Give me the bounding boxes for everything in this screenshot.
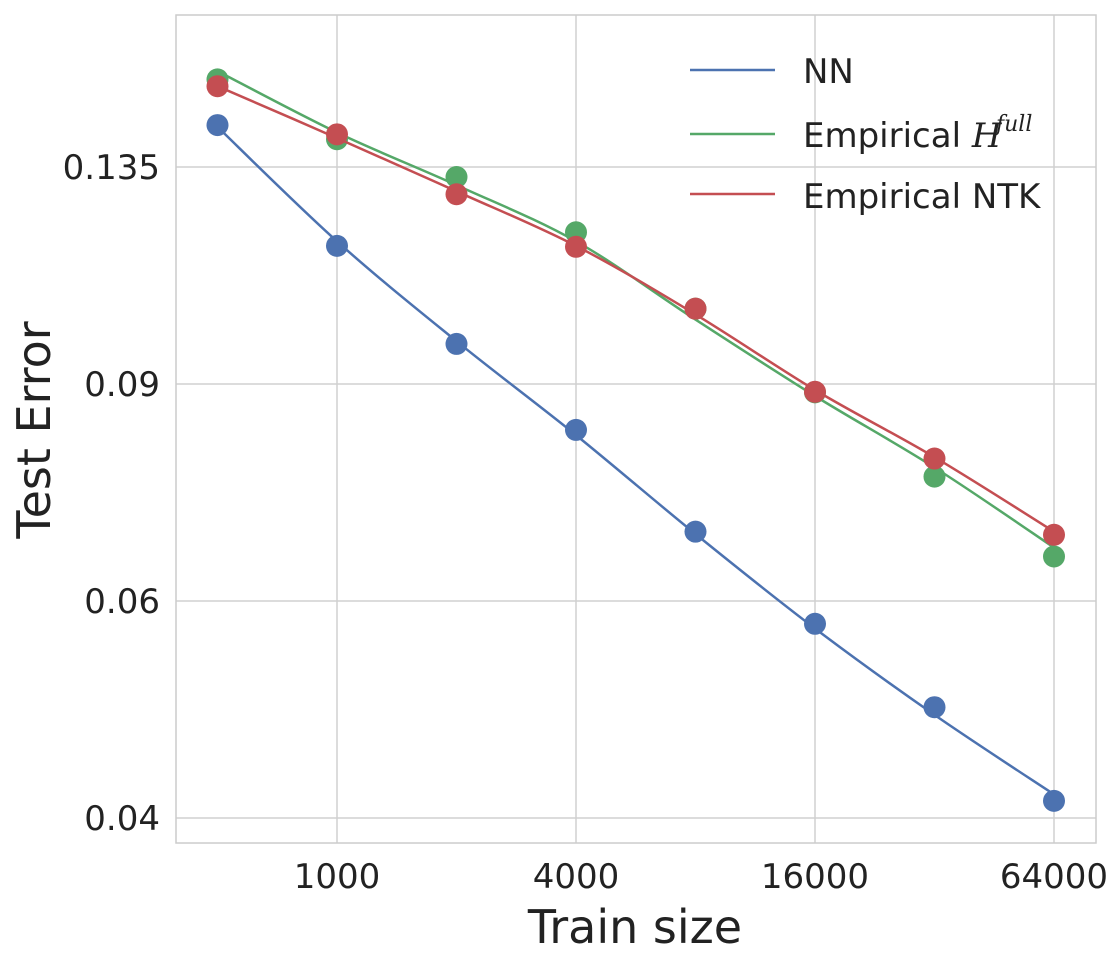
data-point-empirical-ntk (923, 447, 946, 470)
legend-label-full-superscript: full (994, 112, 1032, 137)
data-point-empirical-hfull (923, 465, 946, 488)
legend-label-empirical-hfull: Empirical H (803, 116, 1003, 156)
data-point-nn (923, 696, 946, 719)
y-tick-label: 0.04 (84, 799, 160, 839)
data-point-empirical-hfull (445, 166, 468, 189)
legend-label-empirical-ntk: Empirical NTK (803, 177, 1042, 217)
y-axis-ticks: 0.04 0.06 0.09 0.135 (63, 148, 160, 839)
legend-label-h-symbol: H (971, 116, 1003, 156)
data-point-nn (1043, 789, 1065, 812)
data-point-empirical-ntk (1043, 523, 1065, 546)
data-point-empirical-ntk (445, 183, 468, 206)
data-point-empirical-ntk (326, 123, 348, 146)
x-axis-ticks: 1000 4000 16000 64000 (294, 857, 1108, 897)
legend-label-empirical-text: Empirical (803, 116, 972, 156)
fit-line-empirical-ntk (217, 85, 1055, 533)
data-point-empirical-ntk (565, 235, 587, 258)
data-point-nn (684, 520, 707, 543)
x-tick-label: 64000 (1000, 857, 1108, 897)
x-tick-label: 4000 (533, 857, 620, 897)
fit-line-nn (216, 125, 1055, 796)
x-tick-label: 16000 (761, 857, 869, 897)
y-tick-label: 0.135 (63, 148, 160, 188)
data-point-empirical-ntk (684, 297, 707, 320)
x-tick-label: 1000 (294, 857, 381, 897)
series-empirical-ntk (206, 75, 1065, 546)
y-tick-label: 0.09 (84, 365, 160, 405)
data-point-nn (804, 612, 826, 635)
series-nn (206, 114, 1065, 812)
series (206, 68, 1065, 812)
data-point-empirical-ntk (206, 75, 229, 98)
data-point-nn (326, 234, 348, 257)
y-tick-label: 0.06 (84, 582, 160, 622)
x-axis-label: Train size (527, 900, 742, 954)
data-point-empirical-hfull (1043, 545, 1065, 568)
plot-frame (175, 14, 1097, 844)
data-point-nn (565, 418, 587, 441)
y-axis-label: Test Error (7, 321, 61, 539)
legend: NN Empirical H full Empirical NTK (690, 52, 1042, 217)
data-point-empirical-ntk (804, 380, 826, 403)
data-point-nn (445, 332, 468, 355)
grid (176, 15, 1096, 843)
data-point-nn (206, 114, 229, 137)
legend-label-nn: NN (803, 52, 854, 92)
